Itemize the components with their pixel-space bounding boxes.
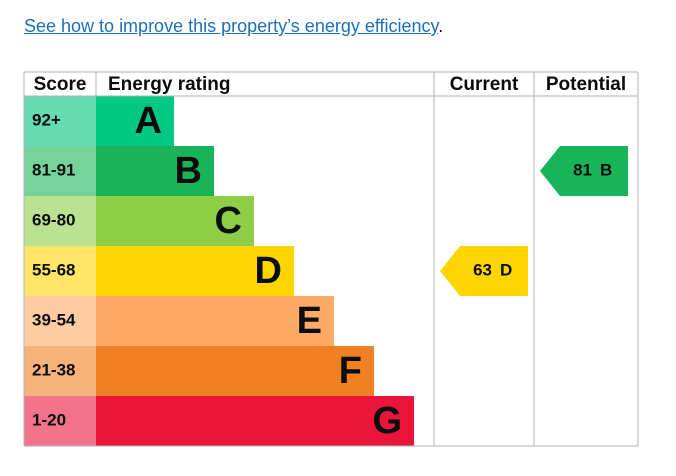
score: 1-20: [32, 410, 66, 429]
rating-bar: [96, 146, 214, 196]
score: 81-91: [32, 160, 75, 179]
rating-bar: [96, 196, 254, 246]
current-value: 63: [473, 260, 492, 279]
score-cell: [24, 96, 96, 146]
potential-value: 81: [573, 160, 592, 179]
rating-letter: F: [339, 350, 362, 392]
rating-bar: [96, 296, 334, 346]
header: Score: [34, 74, 87, 95]
score: 21-38: [32, 360, 75, 379]
potential-arrow: [540, 146, 628, 196]
rating-bar: [96, 346, 374, 396]
score-cell: [24, 246, 96, 296]
header: Potential: [546, 74, 626, 95]
score-cell: [24, 296, 96, 346]
header: Energy rating: [108, 74, 230, 95]
improve-link[interactable]: See how to improve this property’s energ…: [24, 16, 439, 36]
rating-bar: [96, 246, 294, 296]
score: 69-80: [32, 210, 75, 229]
current-arrow: [440, 246, 528, 296]
score-cell: [24, 196, 96, 246]
link-line: See how to improve this property’s energ…: [24, 16, 443, 37]
potential-letter: B: [600, 160, 612, 179]
score-cell: [24, 396, 96, 446]
rating-letter: A: [135, 100, 162, 142]
score-cell: [24, 346, 96, 396]
score: 92+: [32, 110, 61, 129]
rating-letter: E: [297, 300, 322, 342]
header: Current: [450, 74, 519, 95]
rating-letter: B: [175, 150, 202, 192]
rating-letter: D: [255, 250, 282, 292]
rating-bar: [96, 396, 414, 446]
rating-letter: C: [215, 200, 242, 242]
score: 39-54: [32, 310, 76, 329]
rating-bar: [96, 96, 174, 146]
rating-letter: G: [372, 400, 402, 442]
score-cell: [24, 146, 96, 196]
current-letter: D: [500, 260, 512, 279]
link-suffix: .: [438, 16, 444, 36]
score: 55-68: [32, 260, 75, 279]
